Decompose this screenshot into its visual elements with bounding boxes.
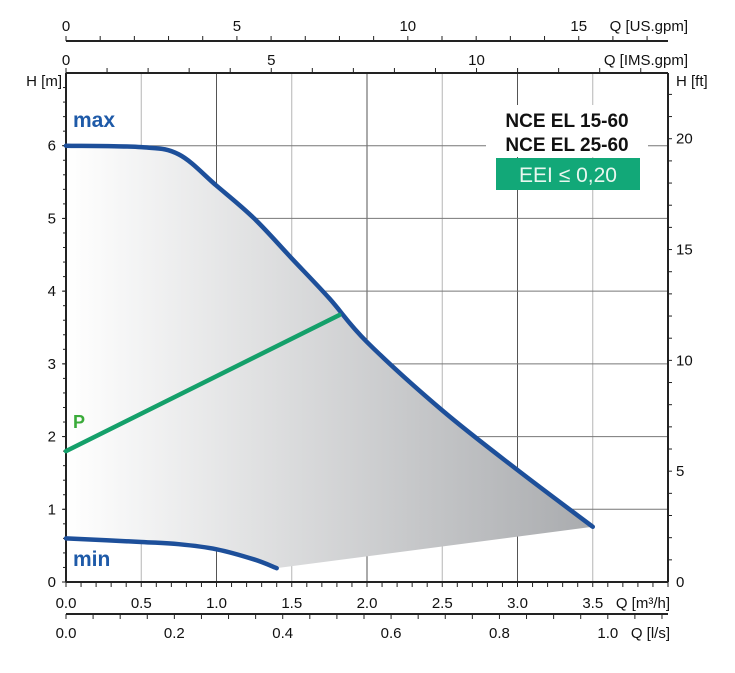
label-min: min (73, 548, 110, 571)
us-gpm-axis-label: Q [US.gpm] (610, 18, 688, 35)
ims-gpm-tick-label: 10 (468, 52, 485, 69)
us-gpm-tick-label: 15 (570, 18, 587, 35)
ims-gpm-tick-label: 0 (62, 52, 70, 69)
ls-tick-label: 0.8 (489, 625, 510, 642)
us-gpm-tick-label: 0 (62, 18, 70, 35)
y-tick-label: 1 (48, 501, 56, 518)
y-tick-label: 4 (48, 283, 56, 300)
x-tick-label: 0.0 (56, 595, 77, 612)
ls-tick-label: 0.4 (272, 625, 293, 642)
ft-tick-label: 5 (676, 463, 684, 480)
ls-tick-label: 0.6 (381, 625, 402, 642)
y-tick-label: 3 (48, 356, 56, 373)
operating-range-area (66, 145, 593, 569)
ft-tick-label: 10 (676, 352, 693, 369)
ls-axis-label: Q [l/s] (631, 625, 670, 642)
x-tick-label: 1.0 (206, 595, 227, 612)
chart-title-line-2: NCE EL 25-60 (505, 135, 628, 156)
ims-gpm-axis-label: Q [IMS.gpm] (604, 52, 688, 69)
ls-tick-label: 0.0 (56, 625, 77, 642)
ft-tick-label: 20 (676, 131, 693, 148)
series-p-curve (63, 312, 342, 454)
x-tick-label: 1.5 (281, 595, 302, 612)
us-gpm-tick-label: 5 (233, 18, 241, 35)
x-tick-label: 2.0 (357, 595, 378, 612)
x-axis-label: Q [m³/h] (616, 595, 670, 612)
y-tick-label: 5 (48, 210, 56, 227)
series-max-curve (63, 143, 595, 529)
eei-badge (496, 158, 640, 190)
ft-tick-label: 0 (676, 574, 684, 591)
y2-axis-label: H [ft] (676, 73, 708, 90)
ims-gpm-tick-label: 5 (267, 52, 275, 69)
series-min-curve (63, 536, 279, 571)
title-box (486, 105, 648, 157)
y-tick-label: 0 (48, 574, 56, 591)
us-gpm-tick-label: 10 (399, 18, 416, 35)
x-tick-label: 2.5 (432, 595, 453, 612)
ls-tick-label: 0.2 (164, 625, 185, 642)
axes: 0.0 0.5 1.0 1.5 2.0 2.5 3.0 3.5 Q [m³/h] 0.0 0.2 0.… (26, 18, 708, 642)
y-tick-label: 6 (48, 138, 56, 155)
eei-badge-text: EEI ≤ 0,20 (519, 164, 617, 187)
x-tick-label: 3.5 (582, 595, 603, 612)
y-axis-label: H [m] (26, 73, 62, 90)
x-tick-label: 3.0 (507, 595, 528, 612)
x-tick-label: 0.5 (131, 595, 152, 612)
chart-title-line-1: NCE EL 15-60 (505, 111, 628, 132)
ls-tick-label: 1.0 (597, 625, 618, 642)
ft-tick-label: 15 (676, 242, 693, 259)
label-max: max (73, 109, 115, 132)
label-p: P (73, 412, 85, 432)
y-tick-label: 2 (48, 429, 56, 446)
